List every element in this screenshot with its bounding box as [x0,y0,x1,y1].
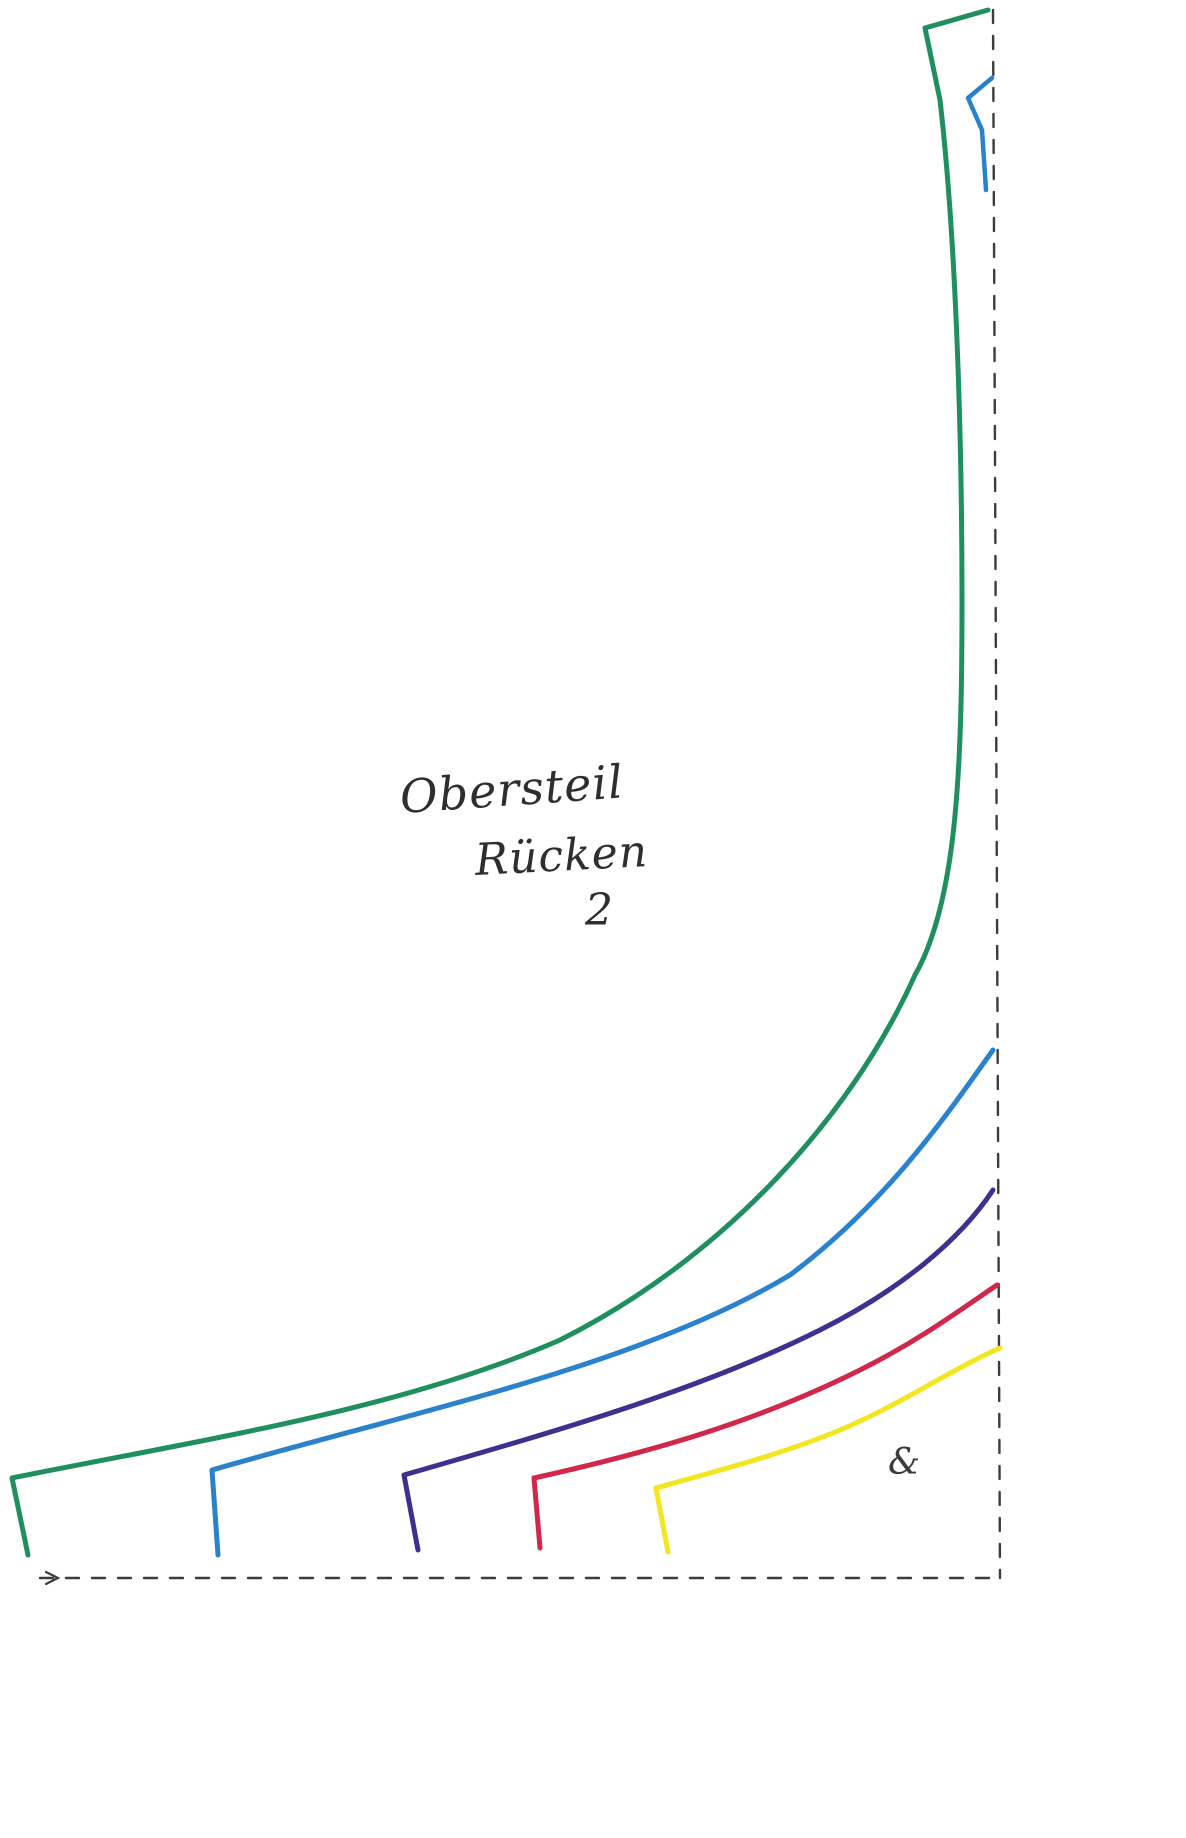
piece-title-line-2: Rücken [473,825,650,886]
fold-line-right [991,8,1002,1580]
piece-number: 2 [585,885,614,936]
size-line-green [9,7,991,1558]
size-line-blue [209,1047,996,1558]
pattern-sheet: Obersteil Rücken 2 & [9,7,1003,1586]
size-line-red [531,1282,1000,1551]
corner-mark: & [888,1442,922,1483]
pattern-drawing [9,7,1003,1586]
size-line-blue-neck [965,75,995,193]
size-line-purple [401,1187,996,1553]
size-line-yellow [653,1345,1003,1555]
fold-arrow-icon [44,1570,61,1586]
